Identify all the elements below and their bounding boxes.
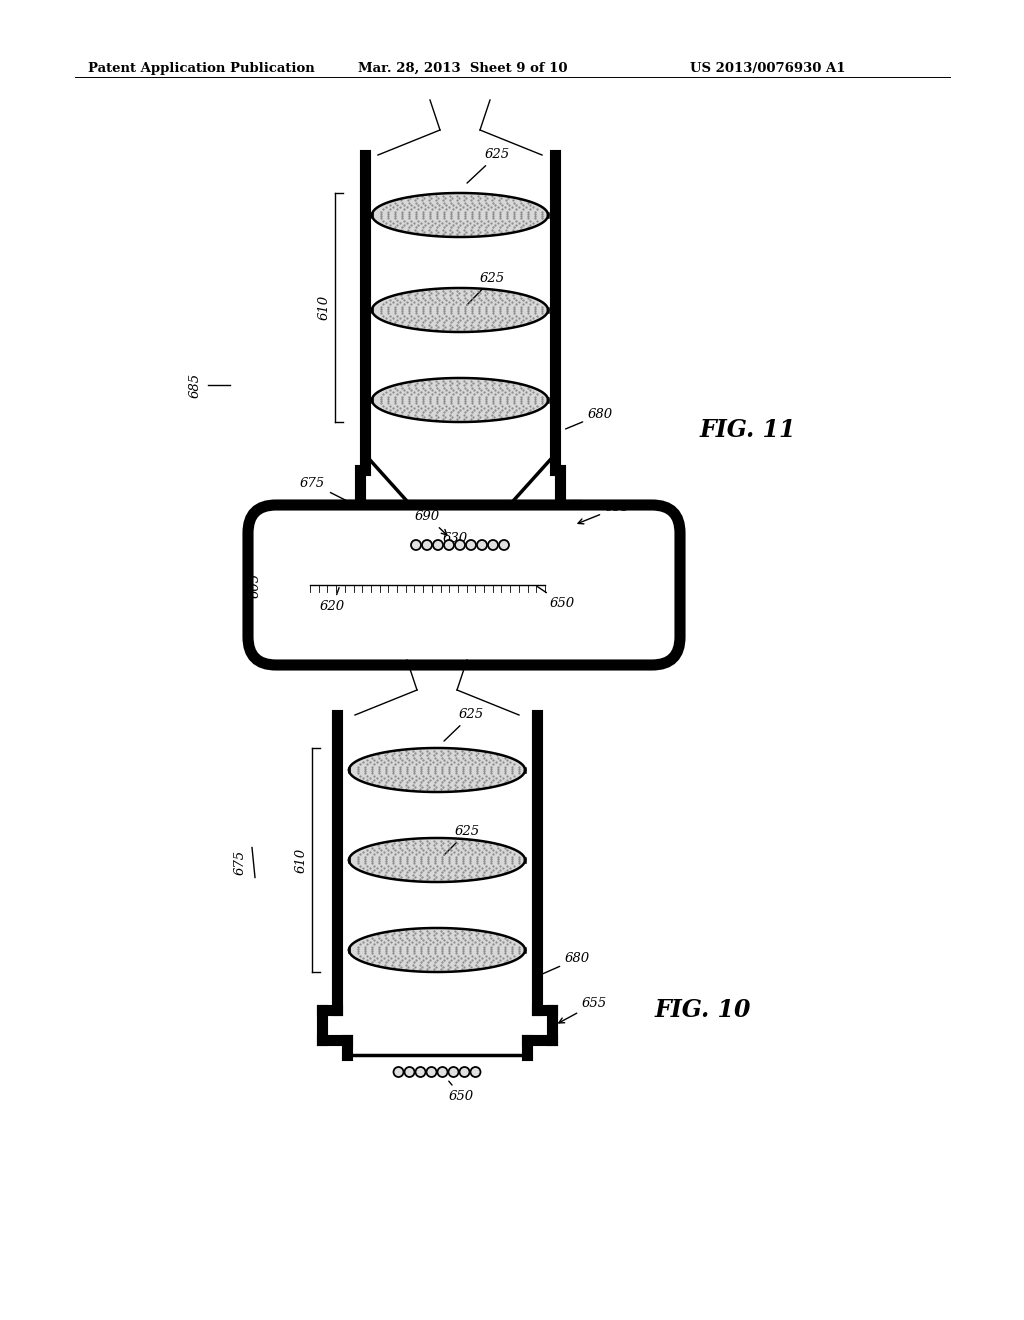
Text: 625: 625 [444, 825, 480, 855]
Circle shape [416, 1067, 426, 1077]
Circle shape [411, 540, 421, 550]
Polygon shape [372, 193, 548, 238]
Circle shape [404, 1067, 415, 1077]
Circle shape [466, 540, 476, 550]
Text: 690: 690 [415, 510, 446, 535]
FancyBboxPatch shape [248, 506, 680, 665]
Circle shape [433, 540, 443, 550]
Circle shape [499, 540, 509, 550]
Text: 650: 650 [538, 586, 575, 610]
Circle shape [470, 1067, 480, 1077]
Text: Mar. 28, 2013  Sheet 9 of 10: Mar. 28, 2013 Sheet 9 of 10 [358, 62, 567, 75]
Text: 675: 675 [233, 850, 247, 875]
Text: 655: 655 [578, 502, 630, 524]
Text: Patent Application Publication: Patent Application Publication [88, 62, 314, 75]
Circle shape [393, 1067, 403, 1077]
Text: 610: 610 [318, 294, 331, 319]
Text: 680: 680 [565, 408, 613, 429]
Text: 620: 620 [319, 587, 345, 612]
Text: 625: 625 [467, 148, 510, 183]
Text: 685: 685 [188, 372, 202, 397]
Text: 630: 630 [442, 532, 468, 545]
Circle shape [488, 540, 498, 550]
Circle shape [477, 540, 487, 550]
Polygon shape [372, 288, 548, 333]
Text: US 2013/0076930 A1: US 2013/0076930 A1 [690, 62, 846, 75]
Text: 655: 655 [559, 997, 607, 1023]
Circle shape [449, 1067, 459, 1077]
Text: 625: 625 [467, 272, 505, 305]
Text: 675: 675 [300, 477, 361, 508]
Text: 605: 605 [249, 573, 261, 598]
Circle shape [422, 540, 432, 550]
Circle shape [455, 540, 465, 550]
Circle shape [427, 1067, 436, 1077]
Text: 625: 625 [444, 708, 484, 741]
Circle shape [460, 1067, 469, 1077]
Polygon shape [372, 378, 548, 422]
Circle shape [444, 540, 454, 550]
Text: 680: 680 [543, 952, 590, 974]
Text: 650: 650 [449, 1081, 474, 1104]
Circle shape [437, 1067, 447, 1077]
Text: FIG. 10: FIG. 10 [655, 998, 752, 1022]
Polygon shape [349, 838, 525, 882]
Polygon shape [349, 748, 525, 792]
Text: 610: 610 [295, 847, 308, 873]
Text: FIG. 11: FIG. 11 [700, 418, 797, 442]
Polygon shape [349, 928, 525, 972]
